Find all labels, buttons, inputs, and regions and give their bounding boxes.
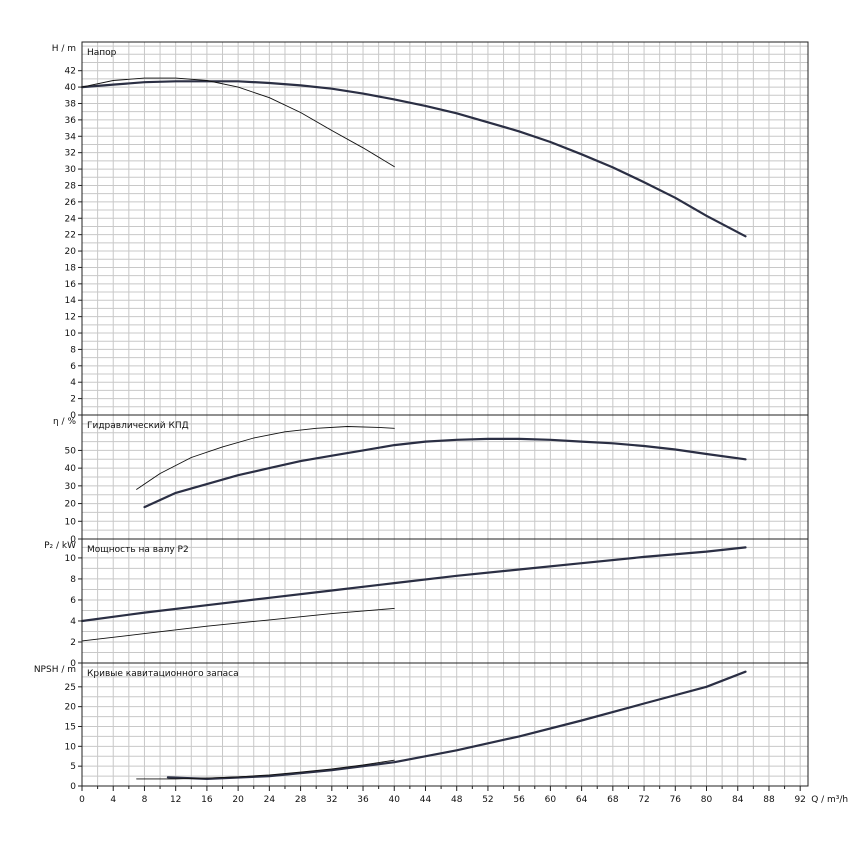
panel-title: Кривые кавитационного запаса	[87, 669, 239, 679]
panel-title: Гидравлический КПД	[87, 421, 189, 431]
x-tick-label: 8	[142, 795, 148, 805]
y-tick-label: 20	[65, 247, 77, 257]
y-tick-label: 32	[65, 149, 76, 159]
y-axis-label: NPSH / m	[34, 665, 76, 675]
x-tick-label: 88	[763, 795, 775, 805]
curve-secondary-efficiency	[136, 426, 395, 490]
y-tick-label: 20	[65, 703, 77, 713]
x-tick-label: 32	[326, 795, 337, 805]
curve-secondary-npsh	[136, 759, 395, 780]
y-tick-label: 10	[65, 329, 77, 339]
y-tick-label: 28	[65, 181, 77, 191]
y-tick-label: 30	[65, 165, 77, 175]
y-tick-label: 5	[70, 762, 76, 772]
panel-frame	[81, 662, 809, 787]
x-tick-label: 48	[451, 795, 463, 805]
y-tick-label: 10	[65, 517, 77, 527]
y-tick-label: 22	[65, 231, 76, 241]
panel-title: Напор	[87, 48, 117, 58]
y-tick-label: 8	[70, 575, 76, 585]
y-tick-label: 0	[70, 782, 76, 792]
y-tick-label: 50	[65, 446, 77, 456]
y-tick-label: 2	[70, 638, 76, 648]
y-tick-label: 0	[70, 535, 76, 545]
y-tick-label: 4	[70, 617, 76, 627]
y-tick-label: 36	[65, 116, 77, 126]
y-tick-label: 4	[70, 378, 76, 388]
y-tick-label: 8	[70, 345, 76, 355]
x-tick-label: 68	[607, 795, 619, 805]
x-tick-label: 64	[576, 795, 588, 805]
y-tick-label: 14	[65, 296, 77, 306]
x-tick-label: 28	[295, 795, 307, 805]
y-axis-label: P₂ / kW	[44, 541, 76, 551]
x-tick-label: 24	[264, 795, 276, 805]
x-axis-label: Q / m³/h	[811, 795, 848, 805]
y-tick-label: 38	[65, 99, 77, 109]
y-tick-label: 40	[65, 83, 77, 93]
curve-secondary-head	[81, 77, 395, 168]
x-tick-label: 84	[732, 795, 744, 805]
x-tick-label: 12	[170, 795, 181, 805]
panel-title: Мощность на валу P2	[87, 545, 189, 555]
x-tick-label: 56	[513, 795, 525, 805]
y-tick-label: 0	[70, 411, 76, 421]
x-tick-label: 36	[357, 795, 369, 805]
y-tick-label: 0	[70, 659, 76, 669]
x-tick-label: 20	[232, 795, 244, 805]
x-tick-label: 52	[482, 795, 493, 805]
curve-main-head	[80, 80, 747, 238]
y-axis-label: H / m	[52, 44, 76, 54]
x-tick-label: 4	[110, 795, 116, 805]
y-tick-label: 24	[65, 214, 77, 224]
y-tick-label: 42	[65, 67, 76, 77]
y-tick-label: 6	[70, 362, 76, 372]
x-tick-label: 92	[794, 795, 805, 805]
y-tick-label: 10	[65, 554, 77, 564]
x-tick-label: 76	[670, 795, 682, 805]
y-tick-label: 15	[65, 722, 76, 732]
x-tick-label: 44	[420, 795, 432, 805]
curve-main-efficiency	[143, 437, 747, 509]
y-tick-label: 25	[65, 683, 76, 693]
x-tick-label: 72	[638, 795, 649, 805]
x-tick-label: 0	[79, 795, 85, 805]
y-tick-label: 34	[65, 132, 77, 142]
y-tick-label: 26	[65, 198, 77, 208]
y-tick-label: 6	[70, 596, 76, 606]
y-tick-label: 12	[65, 313, 76, 323]
y-tick-label: 18	[65, 263, 77, 273]
y-tick-label: 16	[65, 280, 77, 290]
y-tick-label: 30	[65, 482, 77, 492]
curve-main-npsh	[166, 670, 747, 780]
x-tick-label: 40	[389, 795, 401, 805]
y-axis-label: η / %	[53, 417, 76, 427]
curve-secondary-power	[81, 607, 395, 642]
x-tick-label: 60	[545, 795, 557, 805]
y-tick-label: 10	[65, 742, 77, 752]
y-tick-label: 2	[70, 395, 76, 405]
y-tick-label: 20	[65, 500, 77, 510]
x-tick-label: 80	[701, 795, 713, 805]
x-tick-label: 16	[201, 795, 213, 805]
curve-main-power	[80, 546, 747, 623]
y-tick-label: 40	[65, 464, 77, 474]
